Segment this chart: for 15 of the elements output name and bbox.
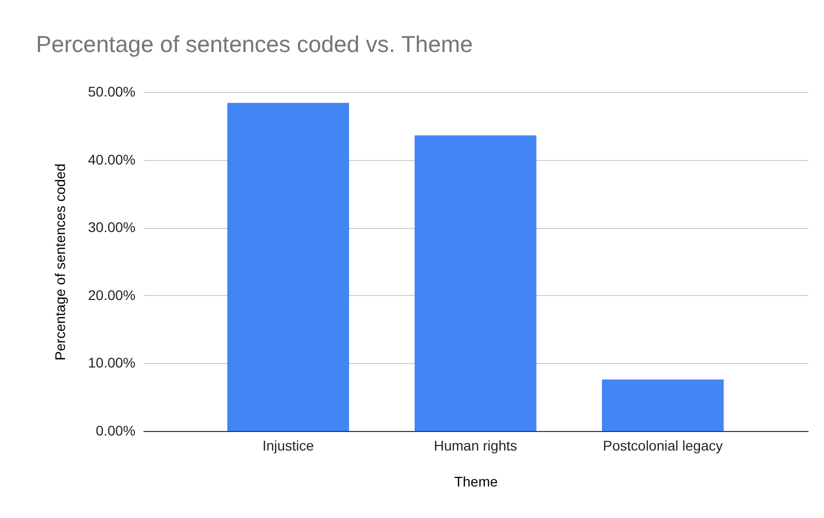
chart-title: Percentage of sentences coded vs. Theme <box>36 31 473 57</box>
x-tick-label: Injustice <box>262 438 314 454</box>
y-tick-label: 50.00% <box>88 84 136 100</box>
x-tick-label: Human rights <box>434 438 518 454</box>
y-tick-label: 0.00% <box>96 422 136 438</box>
y-tick-label: 20.00% <box>88 286 136 303</box>
y-tick-label: 30.00% <box>88 219 136 236</box>
x-axis-title: Theme <box>454 474 498 490</box>
y-axis-title: Percentage of sentences coded <box>52 164 68 360</box>
y-tick-label: 40.00% <box>88 151 136 168</box>
x-tick-label: Postcolonial legacy <box>602 438 723 454</box>
bar <box>227 102 350 431</box>
bar <box>414 135 536 431</box>
y-tick-label: 10.00% <box>88 354 136 371</box>
bar <box>602 379 724 431</box>
